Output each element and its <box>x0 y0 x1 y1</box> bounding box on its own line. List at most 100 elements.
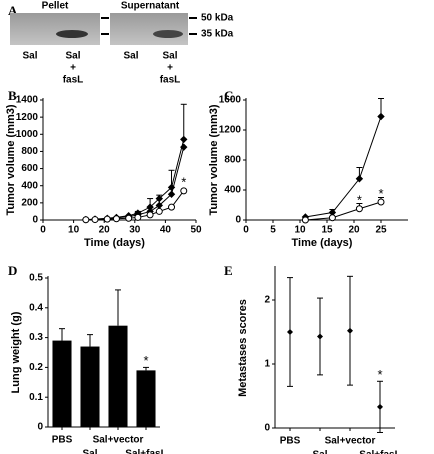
data-point <box>168 203 176 211</box>
series-line <box>305 201 382 221</box>
data-point <box>134 213 142 221</box>
y-tick-label: 0 <box>264 423 270 434</box>
y-tick-label: 200 <box>21 197 38 208</box>
y-tick-label: 600 <box>21 163 38 174</box>
x-tick-label: Sal <box>82 449 97 454</box>
x-tick-label: PBS <box>52 435 73 446</box>
y-tick-label: 1200 <box>16 112 39 123</box>
data-point <box>112 215 120 223</box>
panel-letter: D <box>8 263 17 278</box>
y-axis-title: Lung weight (g) <box>10 311 22 393</box>
bar <box>108 325 128 427</box>
y-tick-label: 1 <box>264 359 270 370</box>
lane-label: fasL <box>160 75 181 86</box>
data-point <box>146 211 154 219</box>
y-tick-label: 1600 <box>219 95 242 106</box>
data-point <box>355 175 364 183</box>
y-axis-title: Tumor volume (mm3) <box>5 104 17 215</box>
y-tick-label: 0.1 <box>29 392 43 403</box>
panel-letter: B <box>8 88 17 103</box>
blot-title: Pellet <box>42 1 69 12</box>
lane-label: fasL <box>63 75 84 86</box>
data-point <box>317 333 323 340</box>
y-tick-label: 0.2 <box>29 362 43 373</box>
data-point <box>355 205 363 213</box>
lane-label: Sal <box>22 51 37 62</box>
data-point <box>167 190 176 198</box>
annotation: * <box>181 175 186 190</box>
y-tick-label: 800 <box>224 155 241 166</box>
x-tick-label: 10 <box>294 225 306 236</box>
x-tick-label: 5 <box>270 225 276 236</box>
data-point <box>125 214 133 222</box>
x-axis-title: Time (days) <box>84 237 145 249</box>
data-point <box>377 198 385 206</box>
x-tick-label: Sal+vector <box>325 436 376 447</box>
bar <box>52 340 72 427</box>
y-tick-label: 1000 <box>16 129 39 140</box>
data-point <box>328 214 336 222</box>
x-tick-label: 0 <box>243 225 249 236</box>
lane-label: Sal <box>65 51 80 62</box>
y-tick-label: 0 <box>37 422 43 433</box>
x-tick-label: 40 <box>160 225 172 236</box>
data-point <box>82 216 90 224</box>
y-tick-label: 1400 <box>16 95 39 106</box>
y-tick-label: 0 <box>32 215 38 226</box>
x-tick-label: 20 <box>348 225 360 236</box>
x-tick-label: 15 <box>321 225 333 236</box>
y-tick-label: 2 <box>264 295 270 306</box>
x-tick-label: Sal+vector <box>93 435 144 446</box>
x-tick-label: 50 <box>190 225 202 236</box>
data-point <box>180 135 188 144</box>
data-point <box>377 112 385 121</box>
y-tick-label: 1200 <box>219 125 242 136</box>
marker-label: 35 kDa <box>201 29 234 40</box>
data-point <box>155 207 163 215</box>
bar <box>80 346 100 427</box>
data-point <box>287 329 293 335</box>
series-line <box>85 190 185 221</box>
annotation: * <box>143 353 148 368</box>
bar <box>136 370 156 427</box>
panel-letter: E <box>224 263 233 278</box>
panel-letter: A <box>8 3 18 18</box>
y-tick-label: 400 <box>224 185 241 196</box>
y-tick-label: 0 <box>235 215 241 226</box>
x-tick-label: Sal <box>312 450 327 454</box>
x-tick-label: Sal+fasL <box>125 449 166 454</box>
data-point <box>377 403 383 410</box>
panel-letter: C <box>224 88 233 103</box>
blot-band <box>56 30 88 38</box>
annotation: * <box>378 186 383 201</box>
data-point <box>347 327 353 334</box>
y-tick-label: 0.3 <box>29 332 43 343</box>
x-tick-label: 25 <box>375 225 387 236</box>
lane-label: + <box>167 63 173 74</box>
x-tick-label: PBS <box>280 436 301 447</box>
lane-label: + <box>70 63 76 74</box>
blot-image <box>110 13 188 45</box>
annotation: * <box>357 193 362 208</box>
lane-label: Sal <box>162 51 177 62</box>
data-point <box>180 143 188 151</box>
data-point <box>301 216 309 224</box>
series-line <box>305 116 382 218</box>
x-tick-label: 0 <box>40 225 46 236</box>
lane-label: Sal <box>123 51 138 62</box>
blot-image <box>10 13 100 45</box>
x-tick-label: 30 <box>129 225 141 236</box>
marker-label: 50 kDa <box>201 13 234 24</box>
x-tick-label: Sal+fasL <box>359 450 400 454</box>
annotation: * <box>377 367 382 382</box>
y-tick-label: 0.4 <box>29 302 43 313</box>
y-tick-label: 800 <box>21 146 38 157</box>
x-axis-title: Time (days) <box>292 237 353 249</box>
y-tick-label: 400 <box>21 180 38 191</box>
x-tick-label: 20 <box>99 225 111 236</box>
blot-title: Supernatant <box>121 1 180 12</box>
blot-band <box>153 30 183 38</box>
